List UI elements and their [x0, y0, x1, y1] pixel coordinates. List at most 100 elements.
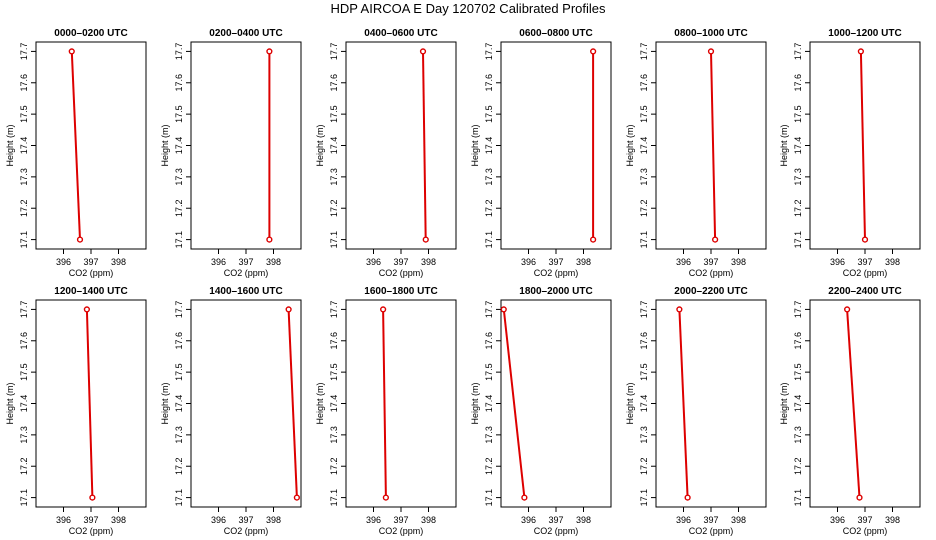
y-tick-label: 17.4 — [639, 395, 649, 413]
plot-frame — [500, 41, 612, 250]
data-point — [676, 306, 683, 313]
y-tick-label: 17.5 — [639, 105, 649, 123]
profile-line — [710, 51, 717, 240]
data-point — [68, 48, 75, 55]
x-tick-label: 397 — [703, 257, 718, 267]
panel-title: 0000–0200 UTC — [54, 28, 127, 39]
x-axis-label: CO2 (ppm) — [689, 526, 734, 536]
profile-line — [85, 309, 94, 498]
y-tick-label: 17.1 — [174, 231, 184, 249]
y-tick-label: 17.7 — [484, 43, 494, 61]
data-point — [684, 494, 691, 501]
y-tick-label: 17.6 — [484, 332, 494, 350]
y-tick-label: 17.1 — [484, 231, 494, 249]
x-tick-label: 397 — [238, 515, 253, 525]
plot-frame — [35, 41, 147, 250]
y-axis-label: Height (m) — [470, 124, 480, 166]
plot-frame — [500, 299, 612, 508]
data-point — [521, 494, 528, 501]
x-tick-label: 397 — [238, 257, 253, 267]
data-point — [380, 306, 387, 313]
plot-frame — [345, 299, 457, 508]
y-tick-label: 17.4 — [793, 395, 803, 413]
y-tick-label: 17.6 — [19, 74, 29, 92]
data-point — [590, 236, 597, 243]
profile-line — [382, 309, 387, 498]
y-tick-label: 17.1 — [793, 231, 803, 249]
profile-line — [859, 51, 866, 240]
x-tick-label: 396 — [366, 515, 381, 525]
y-axis-label: Height (m) — [160, 382, 170, 424]
y-tick-label: 17.5 — [329, 105, 339, 123]
x-tick-label: 398 — [576, 515, 591, 525]
x-axis-label: CO2 (ppm) — [224, 526, 269, 536]
x-tick-label: 397 — [857, 257, 872, 267]
y-tick-label: 17.5 — [174, 105, 184, 123]
y-tick-label: 17.2 — [793, 199, 803, 217]
x-axis-label: CO2 (ppm) — [689, 268, 734, 278]
x-tick-label: 398 — [421, 515, 436, 525]
y-tick-label: 17.4 — [174, 137, 184, 155]
y-tick-label: 17.1 — [793, 489, 803, 507]
x-tick-label: 397 — [548, 257, 563, 267]
y-tick-label: 17.7 — [174, 301, 184, 319]
y-tick-label: 17.7 — [639, 43, 649, 61]
x-axis-label: CO2 (ppm) — [69, 526, 114, 536]
y-tick-label: 17.4 — [793, 137, 803, 155]
y-tick-label: 17.2 — [639, 457, 649, 475]
y-tick-label: 17.2 — [19, 457, 29, 475]
y-tick-label: 17.3 — [484, 168, 494, 186]
data-point — [590, 48, 597, 55]
x-tick-label: 396 — [211, 515, 226, 525]
y-tick-label: 17.2 — [484, 457, 494, 475]
y-tick-label: 17.3 — [174, 168, 184, 186]
profile-line — [287, 309, 298, 498]
plot-frame — [809, 299, 921, 508]
y-tick-label: 17.1 — [329, 231, 339, 249]
panel-title: 1800–2000 UTC — [519, 286, 592, 297]
y-axis-label: Height (m) — [160, 124, 170, 166]
y-tick-label: 17.6 — [174, 332, 184, 350]
page-title: HDP AIRCOA E Day 120702 Calibrated Profi… — [330, 1, 606, 16]
y-tick-label: 17.3 — [639, 168, 649, 186]
y-tick-label: 17.7 — [329, 43, 339, 61]
panel-title: 1600–1800 UTC — [364, 286, 437, 297]
data-point — [83, 306, 90, 313]
y-tick-label: 17.5 — [174, 363, 184, 381]
y-tick-label: 17.2 — [174, 199, 184, 217]
y-tick-label: 17.6 — [19, 332, 29, 350]
y-tick-label: 17.5 — [19, 105, 29, 123]
data-point — [857, 48, 864, 55]
x-tick-label: 397 — [393, 515, 408, 525]
y-tick-label: 17.1 — [174, 489, 184, 507]
x-tick-label: 398 — [111, 515, 126, 525]
x-tick-label: 397 — [548, 515, 563, 525]
data-point — [712, 236, 719, 243]
y-tick-label: 17.6 — [793, 332, 803, 350]
y-axis-label: Height (m) — [5, 382, 15, 424]
plot-frame — [190, 41, 302, 250]
y-axis-label: Height (m) — [470, 382, 480, 424]
x-tick-label: 398 — [266, 257, 281, 267]
y-tick-label: 17.6 — [639, 74, 649, 92]
y-tick-label: 17.5 — [19, 363, 29, 381]
x-axis-label: CO2 (ppm) — [69, 268, 114, 278]
y-tick-label: 17.7 — [793, 43, 803, 61]
data-point — [419, 48, 427, 55]
panel-title: 0600–0800 UTC — [519, 28, 592, 39]
panel-title: 1000–1200 UTC — [828, 28, 901, 39]
y-tick-label: 17.2 — [329, 457, 339, 475]
panel-title: 2000–2200 UTC — [674, 286, 747, 297]
y-tick-label: 17.1 — [484, 489, 494, 507]
y-tick-label: 17.1 — [19, 489, 29, 507]
y-tick-label: 17.7 — [793, 301, 803, 319]
x-tick-label: 398 — [731, 515, 746, 525]
y-tick-label: 17.1 — [639, 489, 649, 507]
x-tick-label: 397 — [83, 515, 98, 525]
profile-line — [70, 51, 81, 240]
plot-frame — [655, 299, 767, 508]
x-tick-label: 396 — [56, 257, 71, 267]
y-tick-label: 17.6 — [329, 332, 339, 350]
x-tick-label: 396 — [830, 515, 845, 525]
